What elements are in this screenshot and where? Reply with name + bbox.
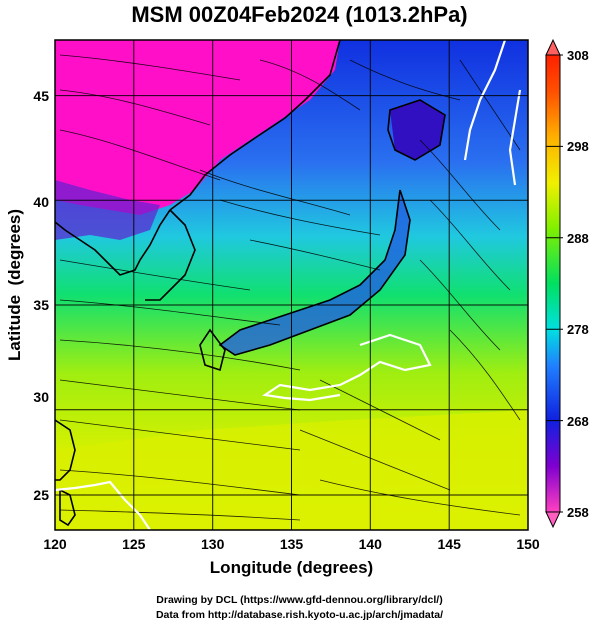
x-tick-label: 140 [359,536,383,552]
credit-data: Data from http://database.rish.kyoto-u.a… [155,609,444,621]
colorbar-min-arrow [545,511,561,529]
y-tick-label: 30 [33,389,49,405]
colorbar-tick-label: 268 [567,414,589,429]
colorbar-tick-label: 278 [567,322,589,337]
y-tick-labels: 25 30 35 40 45 [33,88,49,503]
colorbar-bar [545,54,561,513]
colorbar: 308 298 288 278 268 258 [545,38,589,529]
y-tick-label: 35 [33,297,49,313]
colorbar-tick-label: 288 [567,231,589,246]
credit-drawing: Drawing by DCL (https://www.gfd-dennou.o… [156,594,443,606]
x-tick-label: 120 [43,536,67,552]
y-tick-label: 45 [33,88,49,104]
x-axis-label: Longitude (degrees) [209,558,374,577]
y-tick-label: 40 [33,194,49,210]
x-tick-labels: 120 125 130 135 140 145 150 [43,536,540,552]
colorbar-tick-label: 298 [567,139,589,154]
x-tick-label: 145 [438,536,462,552]
colorbar-max-arrow [545,38,561,56]
temperature-field [55,40,528,530]
map-frame [54,39,529,531]
x-tick-label: 135 [280,536,304,552]
y-axis-label: Latitude (degrees) [5,209,24,361]
map-title: MSM 00Z04Feb2024 (1013.2hPa) [131,2,468,27]
colorbar-tick-label: 258 [567,505,589,520]
colorbar-tick-label: 308 [567,48,589,63]
y-tick-label: 25 [33,487,49,503]
x-tick-label: 125 [122,536,146,552]
x-tick-label: 150 [516,536,540,552]
x-tick-label: 130 [201,536,225,552]
